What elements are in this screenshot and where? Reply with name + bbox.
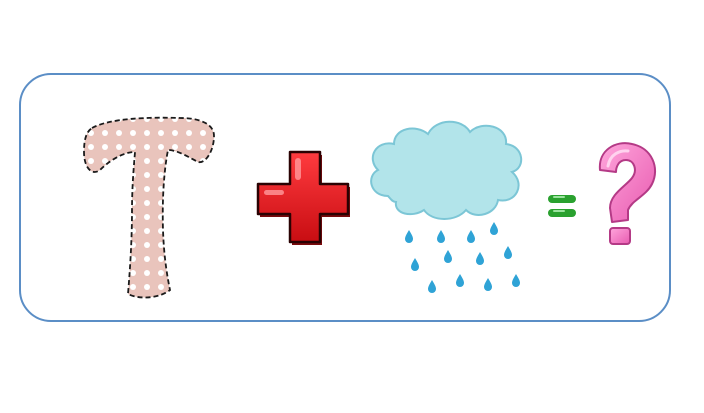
rain-drops xyxy=(405,222,520,293)
raindrop-icon xyxy=(467,230,475,243)
raindrop-icon xyxy=(411,258,419,271)
rain-cloud-icon xyxy=(370,120,522,220)
raindrop-icon xyxy=(512,274,520,287)
letter-t-icon xyxy=(83,116,215,299)
raindrop-icon xyxy=(476,252,484,265)
raindrop-icon xyxy=(405,230,413,243)
raindrop-icon xyxy=(490,222,498,235)
raindrop-icon xyxy=(484,278,492,291)
raindrop-icon xyxy=(456,274,464,287)
raindrop-icon xyxy=(428,280,436,293)
question-mark-icon xyxy=(598,142,657,245)
raindrop-icon xyxy=(504,246,512,259)
raindrop-icon xyxy=(444,250,452,263)
plus-icon xyxy=(256,150,350,245)
equals-icon xyxy=(548,195,576,217)
raindrop-icon xyxy=(437,230,445,243)
